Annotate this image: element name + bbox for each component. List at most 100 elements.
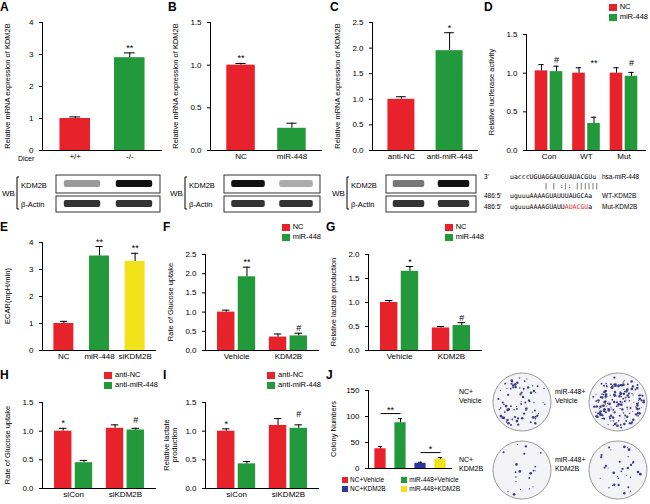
svg-text:0.5: 0.5 (185, 455, 197, 464)
svg-text:**: ** (96, 237, 104, 247)
svg-text:**: ** (387, 405, 395, 415)
svg-text:Vehicle: Vehicle (459, 397, 482, 404)
svg-text:1.5: 1.5 (22, 398, 34, 407)
svg-text:WT-KDM2B: WT-KDM2B (602, 192, 636, 199)
svg-text:3: 3 (29, 265, 34, 274)
svg-text:siCon: siCon (226, 490, 246, 499)
svg-text:KDM2B: KDM2B (21, 181, 47, 190)
svg-text:0.0: 0.0 (348, 346, 360, 355)
svg-text:siKDM2B: siKDM2B (109, 490, 142, 499)
svg-text:miR-448+: miR-448+ (555, 456, 586, 463)
svg-text:0.0: 0.0 (352, 146, 364, 155)
svg-text:uguuuAAAAGUAUUUAUGCAa: uguuuAAAAGUAUUUAUGCAa (510, 192, 592, 200)
svg-text:2.0: 2.0 (185, 269, 197, 278)
svg-text:1.5: 1.5 (185, 398, 197, 407)
svg-text:4: 4 (29, 238, 34, 247)
svg-text:#: # (133, 415, 138, 425)
svg-text:0.5: 0.5 (22, 455, 34, 464)
svg-text:anti-miR-448: anti-miR-448 (427, 152, 473, 161)
svg-text:2: 2 (29, 82, 34, 91)
svg-text:2.0: 2.0 (348, 250, 360, 259)
svg-text:miR-448: miR-448 (84, 352, 115, 361)
svg-text:1.0: 1.0 (185, 427, 197, 436)
svg-text:WT: WT (580, 152, 593, 161)
svg-text:Vehicle: Vehicle (224, 352, 250, 361)
svg-text:1.0: 1.0 (506, 69, 518, 78)
svg-text:*: * (408, 257, 412, 267)
svg-text:0: 0 (29, 346, 34, 355)
svg-text:1.5: 1.5 (506, 30, 518, 39)
svg-text:uguuuAAAAGUAUUAUACGUa: uguuuAAAAGUAUUAUACGUa (510, 203, 592, 211)
svg-text:3: 3 (29, 50, 34, 59)
svg-text:0.5: 0.5 (348, 322, 360, 331)
svg-text:siKDM2B: siKDM2B (272, 490, 305, 499)
svg-text:NC: NC (58, 352, 70, 361)
svg-text:Vehicle: Vehicle (555, 397, 578, 404)
svg-text:0.0: 0.0 (506, 146, 518, 155)
svg-text:486:5': 486:5' (484, 192, 502, 199)
svg-text:0.5: 0.5 (185, 327, 197, 336)
svg-text:Mut-KDM2B: Mut-KDM2B (602, 203, 637, 210)
svg-text:1: 1 (29, 319, 34, 328)
svg-text:2.5: 2.5 (352, 18, 364, 27)
svg-text:2: 2 (29, 292, 34, 301)
svg-text:150: 150 (346, 386, 360, 395)
svg-text:*: * (224, 419, 228, 429)
svg-text:NC+: NC+ (459, 456, 473, 463)
svg-text:0: 0 (29, 146, 34, 155)
svg-text:KDM2B: KDM2B (459, 465, 483, 472)
svg-text:NC+: NC+ (459, 388, 473, 395)
svg-text:Vehicle: Vehicle (387, 352, 413, 361)
svg-text:WB: WB (2, 189, 15, 198)
svg-text:#: # (296, 409, 301, 419)
svg-text:KDM2B: KDM2B (189, 181, 215, 190)
svg-text:1.5: 1.5 (352, 69, 364, 78)
svg-text:1: 1 (29, 114, 34, 123)
svg-text:0.5: 0.5 (506, 107, 518, 116)
svg-text:2.0: 2.0 (352, 44, 364, 53)
svg-text:**: ** (590, 58, 598, 68)
svg-text:β-Actin: β-Actin (189, 200, 213, 209)
svg-text:WB: WB (332, 189, 345, 198)
svg-text:β-Actin: β-Actin (351, 200, 375, 209)
svg-text:0: 0 (355, 464, 360, 473)
svg-text:0.0: 0.0 (185, 484, 197, 493)
svg-text:0.0: 0.0 (22, 484, 34, 493)
svg-text:1.0: 1.0 (348, 298, 360, 307)
svg-text:3': 3' (484, 173, 489, 180)
svg-text:miR-448: miR-448 (277, 152, 308, 161)
svg-text:+/+: +/+ (69, 152, 81, 161)
svg-text:0.0: 0.0 (190, 146, 202, 155)
svg-text:4: 4 (29, 18, 34, 27)
svg-text:**: ** (243, 257, 251, 267)
svg-text:| | :|: ||||||: | | :|: |||||| (544, 182, 599, 190)
svg-text:#: # (629, 58, 634, 68)
svg-text:Con: Con (542, 152, 557, 161)
svg-text:**: ** (238, 53, 246, 63)
svg-text:486:5': 486:5' (484, 203, 502, 210)
svg-text:1.5: 1.5 (190, 18, 202, 27)
svg-text:uacccUGUAGGAUGUAUACGUu: uacccUGUAGGAUGUAUACGUu (510, 173, 596, 181)
svg-text:1.0: 1.0 (22, 427, 34, 436)
svg-text:1.0: 1.0 (185, 308, 197, 317)
svg-text:#: # (554, 55, 559, 65)
svg-text:#: # (459, 313, 464, 323)
svg-text:0.0: 0.0 (185, 346, 197, 355)
svg-text:β-Actin: β-Actin (21, 200, 45, 209)
svg-text:miR-448+: miR-448+ (555, 388, 586, 395)
svg-text:2.5: 2.5 (185, 250, 197, 259)
svg-text:0.5: 0.5 (190, 103, 202, 112)
svg-text:KDM2B: KDM2B (555, 465, 579, 472)
svg-text:**: ** (126, 43, 134, 53)
svg-text:1.5: 1.5 (185, 288, 197, 297)
svg-text:siCon: siCon (63, 490, 83, 499)
svg-text:anti-NC: anti-NC (388, 152, 415, 161)
svg-text:0.5: 0.5 (352, 120, 364, 129)
svg-text:Mut: Mut (617, 152, 631, 161)
svg-text:50: 50 (351, 438, 360, 447)
svg-text:1.5: 1.5 (348, 274, 360, 283)
svg-text:KDM2B: KDM2B (275, 352, 303, 361)
svg-text:#: # (296, 323, 301, 333)
svg-text:*: * (429, 444, 433, 454)
svg-text:NC: NC (235, 152, 247, 161)
